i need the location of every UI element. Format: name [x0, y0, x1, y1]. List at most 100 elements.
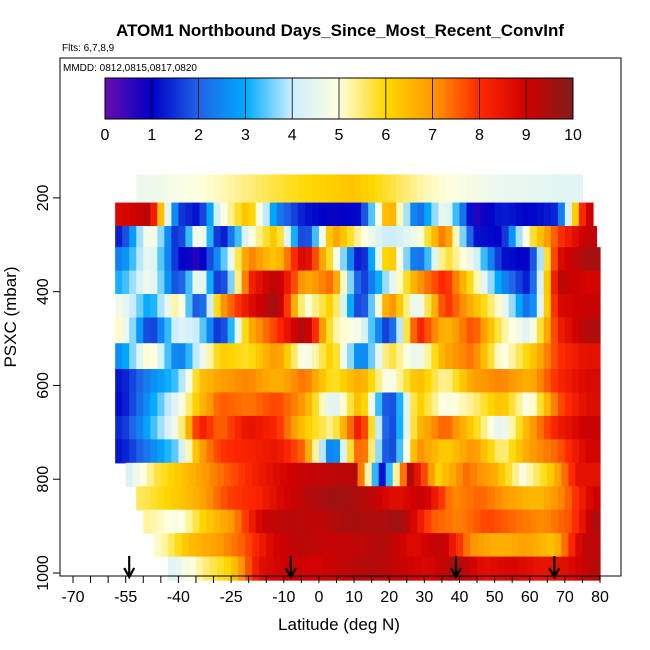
- heatmap-cell: [550, 247, 559, 272]
- heatmap-cell: [150, 415, 158, 440]
- heatmap-cell: [403, 294, 411, 319]
- heatmap-cell: [241, 343, 250, 370]
- heatmap-cell: [340, 439, 348, 464]
- colorbar-tick-label: 8: [475, 127, 484, 144]
- heatmap-cell: [543, 392, 552, 417]
- heatmap-cell: [164, 415, 172, 440]
- heatmap-cell: [389, 415, 397, 440]
- heatmap-cell: [505, 556, 513, 581]
- heatmap-cell: [459, 509, 468, 534]
- heatmap-cell: [150, 294, 158, 319]
- heatmap-cell: [227, 174, 236, 204]
- heatmap-cell: [318, 439, 327, 464]
- heatmap-cell: [564, 226, 573, 248]
- heatmap-cell: [304, 509, 313, 534]
- heatmap-cell: [417, 270, 425, 295]
- heatmap-cell: [255, 317, 264, 344]
- heatmap-cell: [259, 462, 267, 487]
- heatmap-cell: [515, 174, 524, 204]
- heatmap-cell: [434, 533, 443, 558]
- colorbar-tick-label: 2: [194, 127, 203, 144]
- heatmap-cell: [494, 343, 503, 370]
- heatmap-cell: [178, 294, 187, 319]
- heatmap-cell: [585, 343, 594, 370]
- heatmap-cell: [477, 556, 485, 581]
- heatmap-cell: [368, 439, 376, 464]
- heatmap-cell: [389, 343, 397, 370]
- heatmap-cell: [227, 226, 236, 248]
- heatmap-cell: [262, 439, 271, 464]
- heatmap-cell: [234, 247, 243, 272]
- heatmap-cell: [557, 369, 566, 394]
- heatmap-cell: [157, 294, 165, 319]
- heatmap-cell: [473, 247, 482, 272]
- heatmap-cell: [227, 317, 236, 344]
- heatmap-cell: [417, 509, 425, 534]
- heatmap-cell: [375, 392, 383, 417]
- heatmap-cell: [210, 556, 218, 581]
- heatmap-cell: [448, 533, 457, 558]
- heatmap-cell: [340, 247, 348, 272]
- heatmap-cell: [311, 294, 320, 319]
- heatmap-cell: [318, 202, 327, 227]
- heatmap-cell: [375, 317, 383, 344]
- heatmap-cell: [248, 392, 257, 417]
- heatmap-cell: [396, 486, 404, 511]
- heatmap-cell: [122, 317, 130, 344]
- heatmap-cell: [332, 247, 341, 272]
- heatmap-cell: [304, 226, 313, 248]
- heatmap-cell: [325, 270, 334, 295]
- heatmap-cell: [501, 369, 510, 394]
- heatmap-cell: [459, 343, 468, 370]
- heatmap-cell: [325, 486, 334, 511]
- heatmap-cell: [241, 415, 250, 440]
- heatmap-cell: [564, 392, 573, 417]
- heatmap-cell: [480, 439, 489, 464]
- heatmap-cell: [589, 533, 598, 558]
- heatmap-cell: [578, 247, 587, 272]
- heatmap-cell: [473, 226, 482, 248]
- heatmap-cell: [185, 369, 194, 394]
- heatmap-cell: [382, 509, 390, 534]
- heatmap-cell: [290, 317, 299, 344]
- heatmap-cell: [424, 486, 432, 511]
- heatmap-cell: [192, 174, 201, 204]
- heatmap-cell: [276, 247, 285, 272]
- x-tick-label: -10: [272, 589, 295, 606]
- heatmap-cell: [206, 317, 215, 344]
- heatmap-cell: [340, 174, 348, 204]
- heatmap-cell: [508, 270, 517, 295]
- heatmap-cell: [515, 247, 524, 272]
- heatmap-cell: [213, 343, 222, 370]
- heatmap-cell: [143, 509, 151, 534]
- heatmap-cell: [224, 556, 232, 581]
- heatmap-cell: [508, 343, 517, 370]
- dates-note: MMDD: 0812,0815,0817,0820: [63, 63, 197, 74]
- heatmap-cell: [413, 533, 422, 558]
- heatmap-cell: [283, 247, 292, 272]
- heatmap-cell: [459, 226, 468, 248]
- heatmap-cell: [547, 556, 555, 581]
- heatmap-cell: [389, 294, 397, 319]
- heatmap-cell: [354, 247, 362, 272]
- heatmap-cell: [382, 415, 390, 440]
- heatmap-cell: [529, 174, 538, 204]
- heatmap-cell: [445, 247, 454, 272]
- heatmap-cell: [185, 202, 194, 227]
- heatmap-cell: [571, 202, 580, 227]
- heatmap-cell: [276, 486, 285, 511]
- heatmap-cell: [150, 343, 158, 370]
- heatmap-cell: [571, 270, 580, 295]
- heatmap-cell: [294, 462, 302, 487]
- heatmap-cell: [220, 247, 229, 272]
- heatmap-cell: [410, 486, 418, 511]
- heatmap-cell: [396, 270, 404, 295]
- heatmap-cell: [220, 226, 229, 248]
- heatmap-cell: [241, 486, 250, 511]
- heatmap-cell: [543, 174, 552, 204]
- heatmap-cell: [571, 174, 580, 204]
- heatmap-cell: [592, 270, 601, 295]
- heatmap-cell: [297, 226, 306, 248]
- heatmap-cell: [473, 343, 482, 370]
- heatmap-cell: [192, 486, 201, 511]
